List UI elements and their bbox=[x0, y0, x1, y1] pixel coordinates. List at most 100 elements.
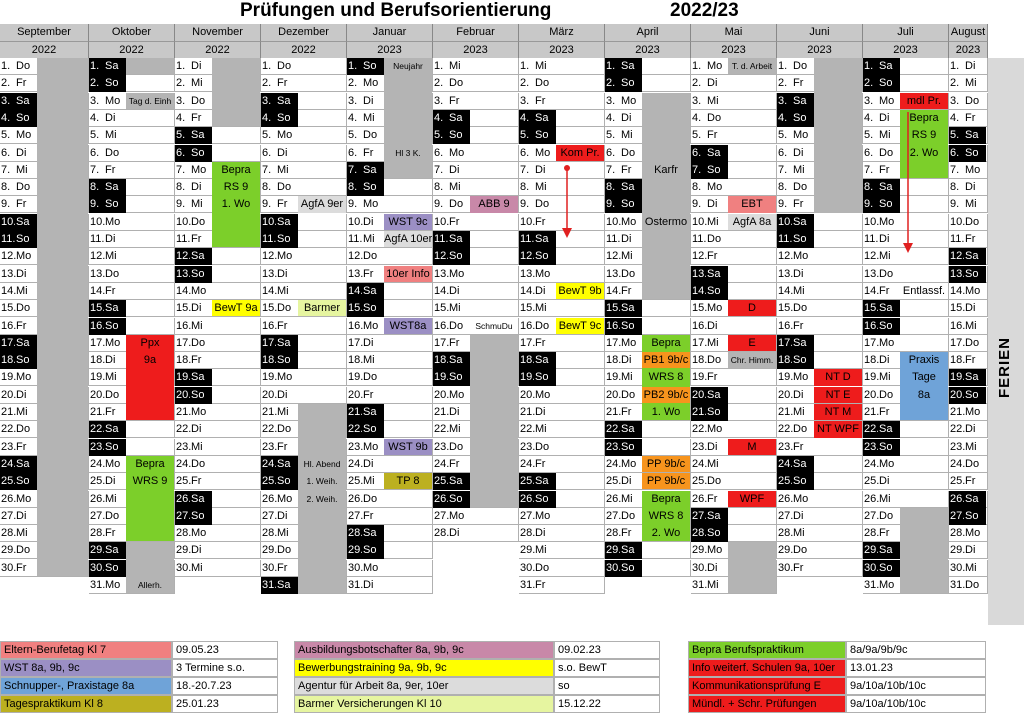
day-cell: 13. Di bbox=[777, 265, 863, 283]
day-number: 9. bbox=[1, 198, 11, 211]
weekday: Do bbox=[16, 60, 31, 72]
day-number: 20. bbox=[348, 388, 364, 401]
weekday: Fr bbox=[191, 475, 202, 488]
weekday: So bbox=[15, 473, 37, 491]
weekday: Di bbox=[277, 388, 288, 401]
day-cell: 17. Mo bbox=[89, 334, 175, 352]
weekday: Do bbox=[363, 492, 378, 505]
weekday: Mi bbox=[105, 250, 117, 263]
weekday: So bbox=[620, 438, 642, 456]
month-header: Juni bbox=[777, 24, 863, 41]
day-cell: 14. Di bbox=[519, 282, 605, 300]
day-number: 29. bbox=[262, 544, 278, 557]
day-cell: 16. Do bbox=[519, 317, 605, 335]
day-number: 1. bbox=[778, 60, 788, 72]
day-number: 9. bbox=[262, 198, 272, 211]
weekday: Mi bbox=[16, 406, 28, 418]
day-number: 7. bbox=[434, 163, 444, 176]
day-cell: 14. Fr bbox=[605, 282, 691, 300]
day-cell: 19. Fr bbox=[691, 369, 777, 387]
day-number: 27. bbox=[262, 509, 278, 522]
day-number: 12. bbox=[778, 250, 794, 263]
day-number: 23. bbox=[176, 440, 192, 453]
weekday: Di bbox=[793, 267, 804, 280]
weekday: Sa bbox=[362, 161, 384, 179]
day-number: 24. bbox=[606, 457, 622, 470]
day-number: 25. bbox=[90, 475, 106, 488]
day-cell: 5. So bbox=[519, 127, 605, 145]
day-number: 3. bbox=[434, 94, 444, 107]
day-cell: 3. Sa bbox=[261, 92, 347, 110]
day-number: 27. bbox=[606, 509, 622, 522]
day-number: 5. bbox=[692, 129, 702, 142]
day-number: 7. bbox=[347, 161, 362, 179]
day-number: 14. bbox=[606, 284, 622, 297]
weekday: Mo bbox=[277, 492, 293, 505]
weekday: Di bbox=[449, 406, 460, 418]
day-cell: 26. Sa bbox=[175, 490, 261, 508]
weekday: Fr bbox=[707, 492, 718, 505]
weekday: So bbox=[104, 559, 126, 577]
weekday: Mo bbox=[16, 250, 32, 263]
legend-label: Agentur für Arbeit 8a, 9er, 10er bbox=[294, 677, 554, 695]
day-cell: 10. Mi bbox=[691, 213, 777, 231]
day-number: 15. bbox=[520, 302, 536, 315]
day-number: 23. bbox=[434, 440, 450, 453]
day-number: 17. bbox=[692, 336, 708, 349]
day-cell: 16. So bbox=[89, 317, 175, 335]
weekday: Mo bbox=[191, 406, 207, 418]
weekday: Di bbox=[16, 267, 27, 280]
day-number: 21. bbox=[520, 406, 536, 418]
weekday: Di bbox=[535, 406, 546, 418]
weekday: Mi bbox=[535, 181, 547, 194]
weekday: Mi bbox=[621, 492, 633, 505]
day-number: 18. bbox=[348, 354, 364, 367]
day-number: 28. bbox=[176, 527, 192, 540]
weekday: Sa bbox=[104, 179, 126, 197]
day-number: 1. bbox=[605, 58, 620, 75]
day-cell: 17. Sa bbox=[261, 334, 347, 352]
day-number: 31. bbox=[348, 579, 364, 591]
day-number: 13. bbox=[175, 265, 191, 283]
day-number: 8. bbox=[347, 179, 362, 197]
weekday: Mo bbox=[707, 181, 723, 194]
weekday: So bbox=[534, 127, 556, 145]
weekday: Do bbox=[535, 319, 550, 332]
day-number: 27. bbox=[348, 509, 364, 522]
day-cell: 13. Sa bbox=[691, 265, 777, 283]
day-number: 22. bbox=[520, 423, 536, 436]
day-cell: 9. Do bbox=[433, 196, 519, 214]
year-header: 2022 bbox=[89, 41, 175, 58]
day-cell: 12. So bbox=[433, 248, 519, 266]
day-cell: 19. Mo bbox=[261, 369, 347, 387]
day-number: 16. bbox=[434, 319, 450, 332]
weekday: Sa bbox=[362, 525, 384, 543]
weekday: Fr bbox=[535, 457, 546, 470]
weekday: Di bbox=[449, 163, 460, 176]
arrow-head-juli bbox=[903, 243, 913, 253]
weekday: Fr bbox=[16, 561, 27, 574]
day-cell: 11. Sa bbox=[519, 231, 605, 248]
weekday: Fr bbox=[16, 198, 27, 211]
day-number: 6. bbox=[778, 146, 788, 159]
day-cell: 19. Do bbox=[347, 369, 433, 387]
day-cell: 22. Sa bbox=[89, 421, 175, 439]
weekday: Di bbox=[16, 509, 27, 522]
weekday: Fr bbox=[707, 129, 718, 142]
day-number: 28. bbox=[347, 525, 363, 543]
day-number: 15. bbox=[347, 300, 363, 318]
day-number: 7. bbox=[691, 161, 706, 179]
day-number: 17. bbox=[176, 336, 192, 349]
day-number: 2. bbox=[348, 77, 358, 90]
weekday: So bbox=[362, 542, 384, 560]
day-number: 30. bbox=[520, 561, 536, 574]
day-number: 25. bbox=[777, 473, 793, 491]
day-number: 8. bbox=[520, 181, 530, 194]
day-cell: 4. So bbox=[777, 109, 863, 127]
weekday: Do bbox=[191, 94, 206, 107]
weekday: Di bbox=[621, 475, 632, 488]
legend-value: 15.12.22 bbox=[554, 695, 660, 713]
day-number: 7. bbox=[606, 163, 616, 176]
weekday: Fr bbox=[277, 319, 288, 332]
day-number: 14. bbox=[176, 284, 192, 297]
